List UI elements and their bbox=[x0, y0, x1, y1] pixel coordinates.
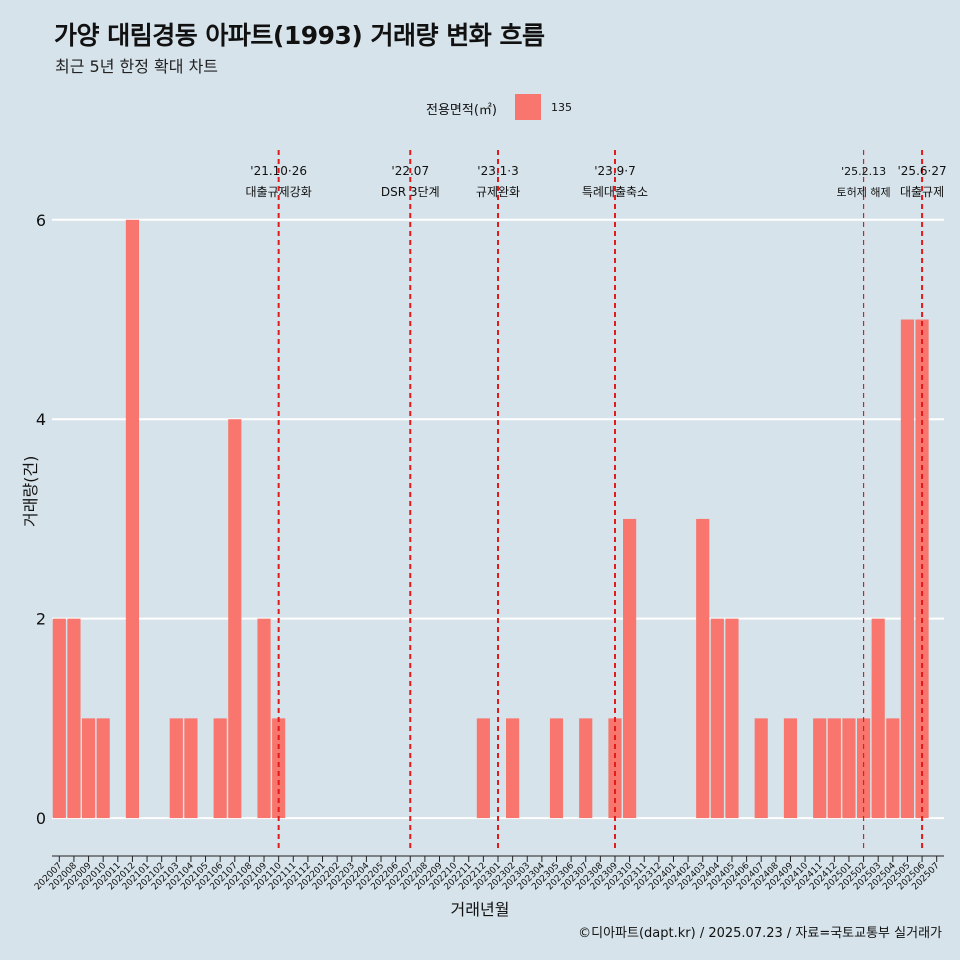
event-text-label: DSR 3단계 bbox=[381, 185, 440, 199]
legend-swatch bbox=[515, 94, 541, 120]
x-axis-title: 거래년월 bbox=[450, 900, 510, 919]
event-text-label: 대출규제 bbox=[900, 185, 944, 199]
legend-title: 전용면적(㎡) bbox=[426, 103, 497, 118]
bar bbox=[608, 718, 622, 819]
bar bbox=[783, 718, 798, 819]
event-date-label: '21.10·26 bbox=[250, 164, 307, 178]
bar bbox=[67, 618, 81, 819]
bar bbox=[827, 718, 841, 819]
bar bbox=[184, 718, 198, 819]
legend-label: 135 bbox=[551, 101, 572, 114]
bar bbox=[272, 718, 286, 819]
y-tick-label: 0 bbox=[36, 809, 46, 828]
bar bbox=[696, 518, 710, 819]
event-text-label: 규제완화 bbox=[476, 185, 520, 199]
event-text-label: 대출규제강화 bbox=[246, 185, 312, 199]
event-date-label: '23.9·7 bbox=[594, 164, 635, 178]
bar bbox=[710, 618, 724, 819]
bar bbox=[476, 718, 490, 819]
event-text-label: 토허제 해제 bbox=[837, 185, 891, 199]
bar bbox=[228, 419, 242, 819]
bar bbox=[856, 718, 871, 819]
y-tick-label: 2 bbox=[36, 610, 46, 629]
bar bbox=[842, 718, 856, 819]
bar bbox=[169, 718, 183, 819]
bar bbox=[96, 718, 110, 819]
legend: 전용면적(㎡) 135 bbox=[0, 93, 960, 123]
bar bbox=[813, 718, 827, 819]
chart-title: 가양 대림경동 아파트(1993) 거래량 변화 흐름 bbox=[54, 21, 545, 50]
bar bbox=[886, 718, 900, 819]
event-date-label: '25.2.13 bbox=[841, 165, 886, 178]
event-date-label: '25.6·27 bbox=[898, 164, 947, 178]
y-tick-label: 6 bbox=[36, 211, 46, 230]
event-date-label: '23.1·3 bbox=[477, 164, 518, 178]
source-caption: ©디아파트(dapt.kr) / 2025.07.23 / 자료=국토교통부 실… bbox=[578, 926, 942, 941]
bar bbox=[52, 618, 66, 819]
event-annotations: '21.10·26 대출규제강화 '22.07 DSR 3단계 '23.1·3 규제완화 '… bbox=[246, 150, 947, 848]
bar bbox=[871, 618, 885, 819]
bar bbox=[257, 618, 271, 819]
bars bbox=[52, 219, 929, 819]
chart-subtitle: 최근 5년 한정 확대 차트 bbox=[55, 57, 219, 76]
bar bbox=[900, 319, 915, 819]
bar bbox=[125, 219, 140, 819]
y-axis-title: 거래량(건) bbox=[21, 455, 40, 527]
bar bbox=[725, 618, 739, 819]
event-date-label: '22.07 bbox=[391, 164, 429, 178]
bar bbox=[549, 718, 564, 819]
event-text-label: 특례대출축소 bbox=[582, 185, 648, 199]
bar bbox=[754, 718, 768, 819]
bar bbox=[213, 718, 227, 819]
bar bbox=[623, 518, 637, 819]
bar bbox=[506, 718, 520, 819]
y-tick-label: 4 bbox=[36, 410, 46, 429]
bar bbox=[579, 718, 593, 819]
bar bbox=[81, 718, 96, 819]
